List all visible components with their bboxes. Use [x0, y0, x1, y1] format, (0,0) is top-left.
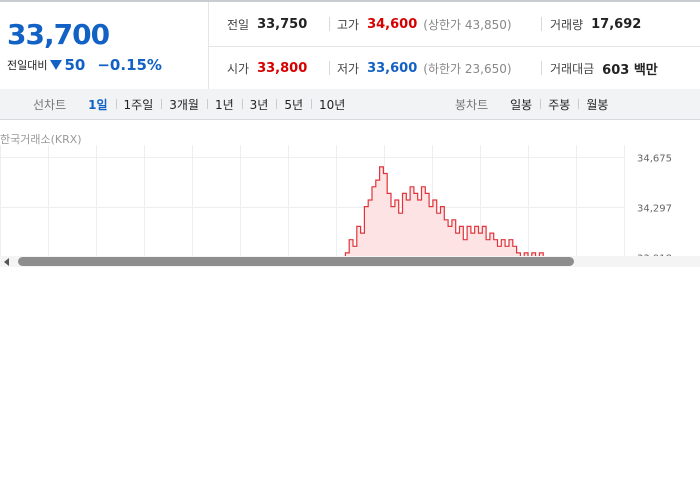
turnover-label: 거래대금 — [550, 61, 595, 76]
open-cell: 시가 33,800 — [227, 46, 307, 90]
lower-limit: (하한가 23,650) — [423, 61, 512, 76]
volume-label: 거래량 — [550, 17, 584, 32]
tab-3month[interactable]: 3개월 — [161, 96, 207, 113]
price-chart[interactable]: 34,675 34,297 33,918 — [0, 145, 700, 257]
high-cell: 고가 34,600 (상한가 43,850) — [337, 2, 512, 46]
tab-weekly-candle[interactable]: 주봉 — [540, 96, 578, 113]
divider — [329, 17, 330, 31]
prev-close-label: 전일 — [227, 17, 250, 32]
stats-row-1: 전일 33,750 고가 34,600 (상한가 43,850) 거래량 17,… — [209, 2, 700, 47]
line-chart-tabs: 선차트 1일 1주일 3개월 1년 3년 5년 10년 — [33, 89, 353, 119]
stats-row-2: 시가 33,800 저가 33,600 (하한가 23,650) 거래대금 60… — [209, 46, 700, 90]
y-tick-label: 33,918 — [637, 254, 672, 257]
tab-1day[interactable]: 1일 — [88, 97, 108, 112]
tab-1year[interactable]: 1년 — [206, 96, 242, 113]
change-value: 50 — [64, 56, 86, 74]
quote-header: 33,700 전일대비 50 −0.15% 전일 33,750 고가 34,60… — [0, 0, 700, 90]
divider — [541, 17, 542, 31]
upper-limit: (상한가 43,850) — [423, 17, 512, 32]
turnover-cell: 거래대금 603 백만 — [550, 46, 658, 90]
price-area-fill — [334, 166, 566, 257]
line-chart-label: 선차트 — [33, 97, 67, 112]
high-value: 34,600 — [367, 16, 418, 32]
chart-scrollbar[interactable] — [0, 256, 700, 267]
candle-chart-tabs: 봉차트 일봉 주봉 월봉 — [455, 89, 616, 119]
open-label: 시가 — [227, 61, 250, 76]
price-line — [344, 166, 544, 257]
scroll-thumb[interactable] — [18, 257, 574, 266]
price-chart-svg: 34,675 34,297 33,918 — [0, 145, 672, 257]
volume-cell: 거래량 17,692 — [550, 2, 641, 46]
tab-daily-candle[interactable]: 일봉 — [510, 97, 533, 112]
high-label: 고가 — [337, 17, 360, 32]
chart-tab-bar: 선차트 1일 1주일 3개월 1년 3년 5년 10년 봉차트 일봉 주봉 월봉 — [0, 89, 700, 120]
volume-value: 17,692 — [591, 16, 642, 32]
current-price: 33,700 — [7, 18, 110, 51]
current-price-panel: 33,700 전일대비 50 −0.15% — [0, 2, 209, 90]
change-label: 전일대비 — [7, 59, 48, 72]
prev-close-cell: 전일 33,750 — [227, 2, 307, 46]
price-change-row: 전일대비 50 −0.15% — [7, 56, 162, 74]
turnover-value: 603 백만 — [602, 62, 658, 78]
tab-monthly-candle[interactable]: 월봉 — [578, 96, 616, 113]
data-source-label: 한국거래소(KRX) — [0, 133, 82, 146]
scroll-left-arrow-icon[interactable] — [4, 258, 9, 266]
low-label: 저가 — [337, 61, 360, 76]
prev-close-value: 33,750 — [257, 16, 308, 32]
down-arrow-icon — [50, 60, 63, 70]
open-value: 33,800 — [257, 60, 308, 76]
y-tick-label: 34,675 — [637, 154, 672, 165]
price-stats: 전일 33,750 고가 34,600 (상한가 43,850) 거래량 17,… — [209, 2, 700, 90]
low-cell: 저가 33,600 (하한가 23,650) — [337, 46, 512, 90]
low-value: 33,600 — [367, 60, 418, 76]
y-tick-label: 34,297 — [637, 204, 672, 215]
candle-chart-label: 봉차트 — [455, 97, 489, 112]
divider — [329, 61, 330, 75]
tab-3year[interactable]: 3년 — [241, 96, 277, 113]
tab-1week[interactable]: 1주일 — [115, 96, 162, 113]
tab-5year[interactable]: 5년 — [276, 96, 311, 113]
divider — [541, 61, 542, 75]
change-rate: −0.15% — [97, 56, 162, 74]
tab-10year[interactable]: 10년 — [311, 96, 353, 113]
